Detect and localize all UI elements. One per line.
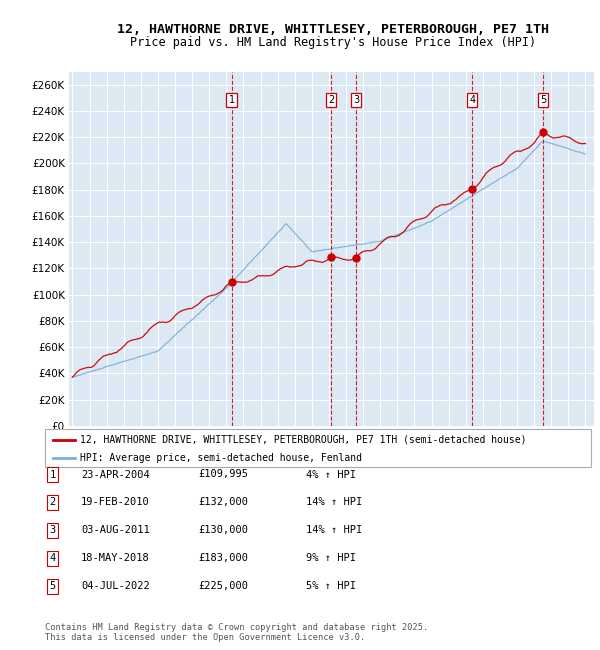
- Text: 12, HAWTHORNE DRIVE, WHITTLESEY, PETERBOROUGH, PE7 1TH: 12, HAWTHORNE DRIVE, WHITTLESEY, PETERBO…: [117, 23, 549, 36]
- Text: 4% ↑ HPI: 4% ↑ HPI: [306, 469, 356, 480]
- Text: 2: 2: [328, 95, 334, 105]
- Text: £109,995: £109,995: [198, 469, 248, 480]
- Text: 04-JUL-2022: 04-JUL-2022: [81, 581, 150, 592]
- Text: 1: 1: [229, 95, 235, 105]
- Text: 4: 4: [50, 553, 56, 564]
- Text: Price paid vs. HM Land Registry's House Price Index (HPI): Price paid vs. HM Land Registry's House …: [130, 36, 536, 49]
- Text: £132,000: £132,000: [198, 497, 248, 508]
- Text: 5: 5: [50, 581, 56, 592]
- Text: 12, HAWTHORNE DRIVE, WHITTLESEY, PETERBOROUGH, PE7 1TH (semi-detached house): 12, HAWTHORNE DRIVE, WHITTLESEY, PETERBO…: [80, 435, 527, 445]
- Text: £225,000: £225,000: [198, 581, 248, 592]
- Text: 5: 5: [540, 95, 546, 105]
- Text: 2: 2: [50, 497, 56, 508]
- Text: 18-MAY-2018: 18-MAY-2018: [81, 553, 150, 564]
- Text: 3: 3: [50, 525, 56, 536]
- Text: 19-FEB-2010: 19-FEB-2010: [81, 497, 150, 508]
- Text: HPI: Average price, semi-detached house, Fenland: HPI: Average price, semi-detached house,…: [80, 454, 362, 463]
- Text: 5% ↑ HPI: 5% ↑ HPI: [306, 581, 356, 592]
- Text: £130,000: £130,000: [198, 525, 248, 536]
- Text: 9% ↑ HPI: 9% ↑ HPI: [306, 553, 356, 564]
- Text: 14% ↑ HPI: 14% ↑ HPI: [306, 525, 362, 536]
- Text: Contains HM Land Registry data © Crown copyright and database right 2025.
This d: Contains HM Land Registry data © Crown c…: [45, 623, 428, 642]
- Text: 23-APR-2004: 23-APR-2004: [81, 469, 150, 480]
- Text: £183,000: £183,000: [198, 553, 248, 564]
- Text: 4: 4: [469, 95, 475, 105]
- Text: 3: 3: [353, 95, 359, 105]
- Text: 14% ↑ HPI: 14% ↑ HPI: [306, 497, 362, 508]
- Text: 03-AUG-2011: 03-AUG-2011: [81, 525, 150, 536]
- Text: 1: 1: [50, 469, 56, 480]
